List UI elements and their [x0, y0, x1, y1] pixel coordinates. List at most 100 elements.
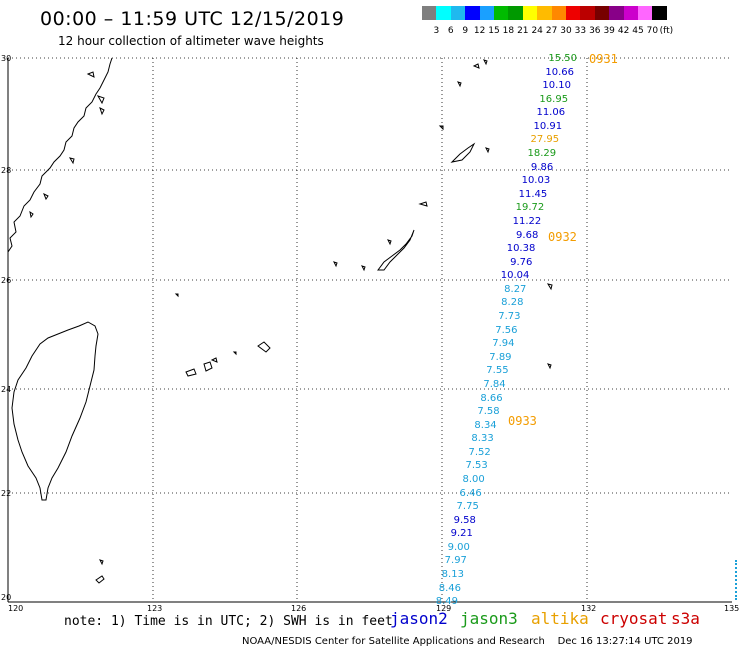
pass-time-label: 0933: [508, 414, 537, 428]
wave-height-label: 6.46: [459, 487, 482, 499]
wave-height-label: 8.46: [438, 582, 461, 594]
wave-height-label: 9.68: [516, 229, 539, 241]
longitude-label: 120: [8, 604, 23, 613]
china-coastline: [7, 57, 113, 253]
satellite-legend-item: jason3: [460, 609, 518, 628]
miyako-yaeyama-islands: [174, 293, 271, 377]
axis-labels: 120 123 126 129 132 135 30 28 26 24 22 20: [1, 54, 739, 613]
wave-height-label: 7.75: [456, 501, 479, 513]
wave-height-label: 7.58: [477, 406, 500, 418]
wave-height-label: 10.03: [521, 175, 551, 187]
colorbar-label: 39: [603, 26, 615, 36]
longitude-label: 126: [291, 604, 306, 613]
wave-height-label: 10.91: [533, 120, 563, 132]
wave-height-label: 8.33: [471, 433, 494, 445]
colorbar-label: 6: [447, 26, 454, 36]
colorbar-swatch: [508, 6, 524, 20]
wave-height-label: 9.86: [530, 161, 554, 173]
wave-height-label: 8.66: [480, 392, 503, 404]
colorbar-swatch: [494, 6, 509, 20]
wave-height-label: 11.22: [512, 215, 542, 227]
wave-height-label: 7.89: [489, 351, 512, 363]
colorbar-label: 15: [488, 26, 500, 36]
graticule: [8, 57, 732, 602]
wave-height-label: 7.73: [498, 311, 521, 323]
colorbar-swatch: [522, 6, 538, 20]
wave-height-label: 8.34: [474, 419, 497, 431]
colorbar-swatch: [638, 6, 653, 20]
longitude-label: 123: [147, 604, 162, 613]
wave-height-label: 9.58: [453, 514, 476, 526]
wave-height-label: 7.52: [468, 446, 491, 458]
colorbar-label: 24: [531, 26, 543, 36]
map-subtitle: 12 hour collection of altimeter wave hei…: [58, 34, 324, 48]
south-islands: [95, 559, 105, 584]
okinawa-island: [377, 229, 415, 271]
wave-height-label: 8.00: [462, 473, 485, 485]
wave-height-label: 27.95: [530, 134, 560, 146]
edge-track-fragment: [735, 560, 740, 600]
coastlines: [7, 57, 553, 584]
wave-height-label: 9.76: [510, 256, 533, 268]
latitude-label: 24: [1, 385, 11, 394]
pass-time-label: 0931: [589, 52, 618, 66]
colorbar-label: 3: [433, 26, 440, 36]
colorbar-swatch: [537, 6, 553, 20]
colorbar-swatch: [652, 6, 668, 20]
wave-height-label: 8.13: [441, 569, 464, 581]
colorbar-swatch: [422, 6, 437, 20]
wave-height-label: 15.50: [548, 53, 577, 64]
colorbar-label: 18: [502, 26, 515, 36]
colorbar-label: 42: [617, 26, 630, 36]
colorbar-label: 70: [646, 26, 659, 36]
wave-height-label: 7.94: [492, 338, 515, 350]
credit-line: NOAA/NESDIS Center for Satellite Applica…: [242, 636, 693, 647]
colorbar-label: 45: [632, 26, 644, 36]
wave-height-label: 16.95: [539, 93, 569, 105]
wave-height-label: 7.97: [444, 555, 467, 567]
latitude-label: 30: [1, 54, 11, 63]
latitude-label: 22: [1, 489, 11, 498]
colorbar-label: 21: [517, 26, 529, 36]
taiwan-coastline: [11, 321, 99, 501]
wave-height-label: 11.06: [536, 107, 566, 119]
units-note: note: 1) Time is in UTC; 2) SWH is in fe…: [64, 614, 393, 629]
colorbar-label: 30: [560, 26, 572, 36]
satellite-legend-item: jason2: [390, 609, 448, 628]
satellite-legend-item: altika: [531, 609, 589, 628]
wave-height-label: 7.56: [495, 324, 518, 336]
latitude-label: 26: [1, 276, 11, 285]
longitude-label: 132: [581, 604, 596, 613]
map-frame: [7, 58, 732, 603]
colorbar-label: 36: [589, 26, 601, 36]
colorbar-swatch: [594, 6, 610, 20]
colorbar-swatch: [436, 6, 452, 20]
china-coast-islands: [29, 71, 105, 219]
wave-height-label: 11.45: [518, 188, 548, 200]
satellite-legend-item: cryosat: [600, 609, 668, 628]
wave-height-label: 10.04: [500, 270, 530, 282]
latitude-label: 28: [1, 166, 11, 175]
colorbar-unit: (ft): [659, 26, 674, 36]
colorbar-swatch: [566, 6, 581, 20]
map-title: 00:00 – 11:59 UTC 12/15/2019: [40, 8, 345, 30]
wave-height-label: 19.72: [515, 202, 545, 214]
colorbar-swatch: [479, 6, 495, 20]
longitude-label: 135: [724, 604, 739, 613]
colorbar-swatch: [450, 6, 466, 20]
small-islands: [333, 59, 553, 370]
wave-height-label: 9.00: [447, 541, 470, 553]
colorbar-label: 12: [473, 26, 486, 36]
wave-height-label: 7.84: [483, 378, 506, 390]
colorbar-swatch: [580, 6, 596, 20]
wave-height-label: 8.49: [435, 596, 458, 608]
amami-island: [450, 142, 476, 163]
wave-height-label: 10.66: [545, 66, 575, 78]
wave-height-label: 8.27: [504, 283, 527, 295]
colorbar-label: 33: [574, 26, 587, 36]
colorbar-swatch: [551, 6, 567, 20]
wave-height-label: 18.29: [527, 148, 557, 160]
wave-height-label: 7.53: [465, 460, 488, 472]
longitude-label: 129: [436, 604, 451, 613]
